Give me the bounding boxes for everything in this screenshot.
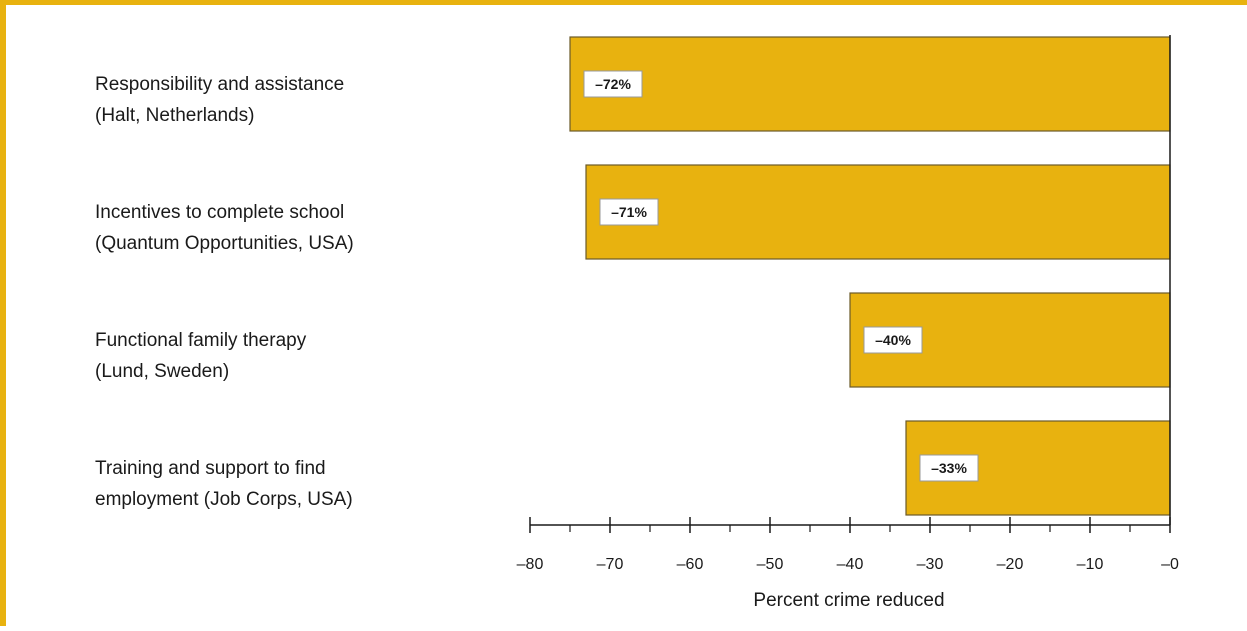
category-label: (Quantum Opportunities, USA) <box>95 233 354 254</box>
bar <box>569 36 1171 132</box>
x-tick-label: –70 <box>597 556 624 573</box>
data-label-box <box>919 454 979 482</box>
data-label: –71% <box>611 204 647 220</box>
category-label: Responsibility and assistance <box>95 74 344 95</box>
data-label-box <box>863 326 923 354</box>
data-label: –33% <box>931 460 967 476</box>
data-label: –72% <box>595 76 631 92</box>
x-axis-title: Percent crime reduced <box>753 590 944 611</box>
category-label: (Halt, Netherlands) <box>95 105 254 126</box>
data-label-box <box>599 198 659 226</box>
x-axis: –80 –70 –60 –50 –40 –30 –20 –10 –0 <box>517 35 1179 573</box>
x-tick-label: –0 <box>1161 556 1179 573</box>
x-tick-label: –50 <box>757 556 784 573</box>
x-tick-label: –40 <box>837 556 864 573</box>
bar <box>585 164 1171 260</box>
category-label: (Lund, Sweden) <box>95 361 229 382</box>
bars-layer: –72% –71% –40% –33% <box>569 36 1171 516</box>
category-label: Incentives to complete school <box>95 202 344 223</box>
data-label: –40% <box>875 332 911 348</box>
category-labels: Responsibility and assistance (Halt, Neth… <box>95 74 354 510</box>
x-tick-label: –10 <box>1077 556 1104 573</box>
x-tick-label: –60 <box>677 556 704 573</box>
category-label: Functional family therapy <box>95 330 307 351</box>
category-label: employment (Job Corps, USA) <box>95 489 353 510</box>
category-label: Training and support to find <box>95 458 326 479</box>
bar-chart: –72% –71% –40% –33% Responsibility and assi… <box>95 35 1179 611</box>
x-tick-label: –20 <box>997 556 1024 573</box>
data-label-box <box>583 70 643 98</box>
x-tick-label: –80 <box>517 556 544 573</box>
x-tick-label: –30 <box>917 556 944 573</box>
